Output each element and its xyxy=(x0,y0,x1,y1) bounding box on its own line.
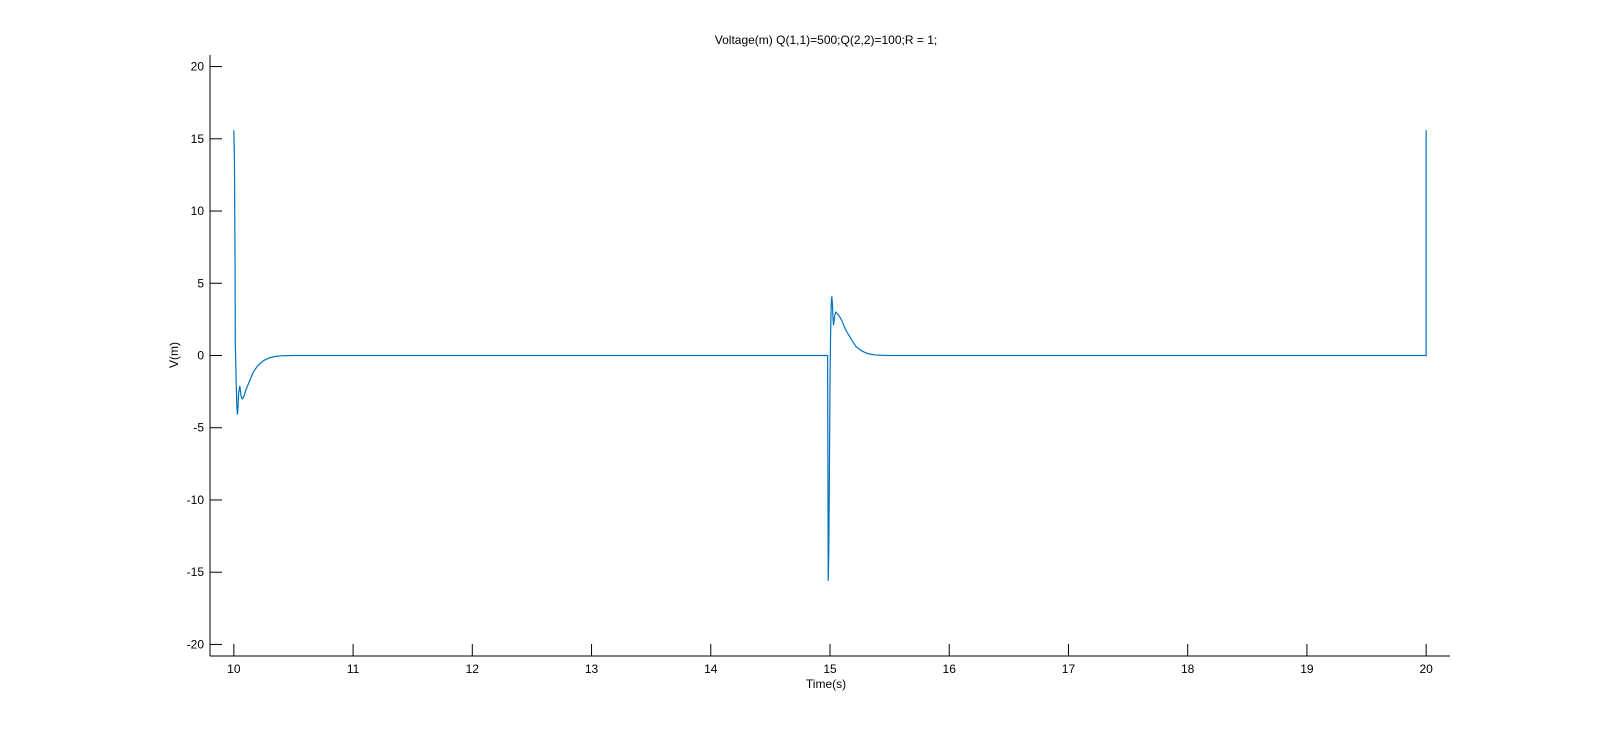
x-tick-label: 13 xyxy=(585,662,599,676)
y-axis-label: V(m) xyxy=(167,342,181,368)
y-tick-label: 5 xyxy=(197,276,204,290)
chart-title: Voltage(m) Q(1,1)=500;Q(2,2)=100;R = 1; xyxy=(715,33,937,47)
y-tick-label: 10 xyxy=(191,204,205,218)
x-tick-label: 20 xyxy=(1419,662,1433,676)
x-tick-label: 16 xyxy=(943,662,957,676)
y-tick-label: 20 xyxy=(191,60,205,74)
x-tick-label: 14 xyxy=(704,662,718,676)
x-tick-label: 10 xyxy=(227,662,241,676)
axis-ticks: 10 11 12 13 14 15 16 17 18 19 20 -20 -15 -10 -5 0 5 10 15 2… xyxy=(187,60,1433,676)
y-tick-label: -5 xyxy=(193,421,204,435)
x-tick-label: 11 xyxy=(347,662,360,676)
y-tick-label: 0 xyxy=(197,349,204,363)
x-axis-label: Time(s) xyxy=(806,677,846,691)
x-tick-label: 18 xyxy=(1181,662,1195,676)
x-tick-label: 17 xyxy=(1062,662,1076,676)
x-tick-label: 12 xyxy=(466,662,480,676)
y-tick-label: -20 xyxy=(187,637,205,651)
y-tick-label: 15 xyxy=(191,132,205,146)
x-tick-label: 19 xyxy=(1300,662,1314,676)
y-tick-label: -15 xyxy=(187,565,205,579)
y-tick-label: -10 xyxy=(187,493,205,507)
x-tick-label: 15 xyxy=(823,662,837,676)
series-line xyxy=(233,130,1427,581)
